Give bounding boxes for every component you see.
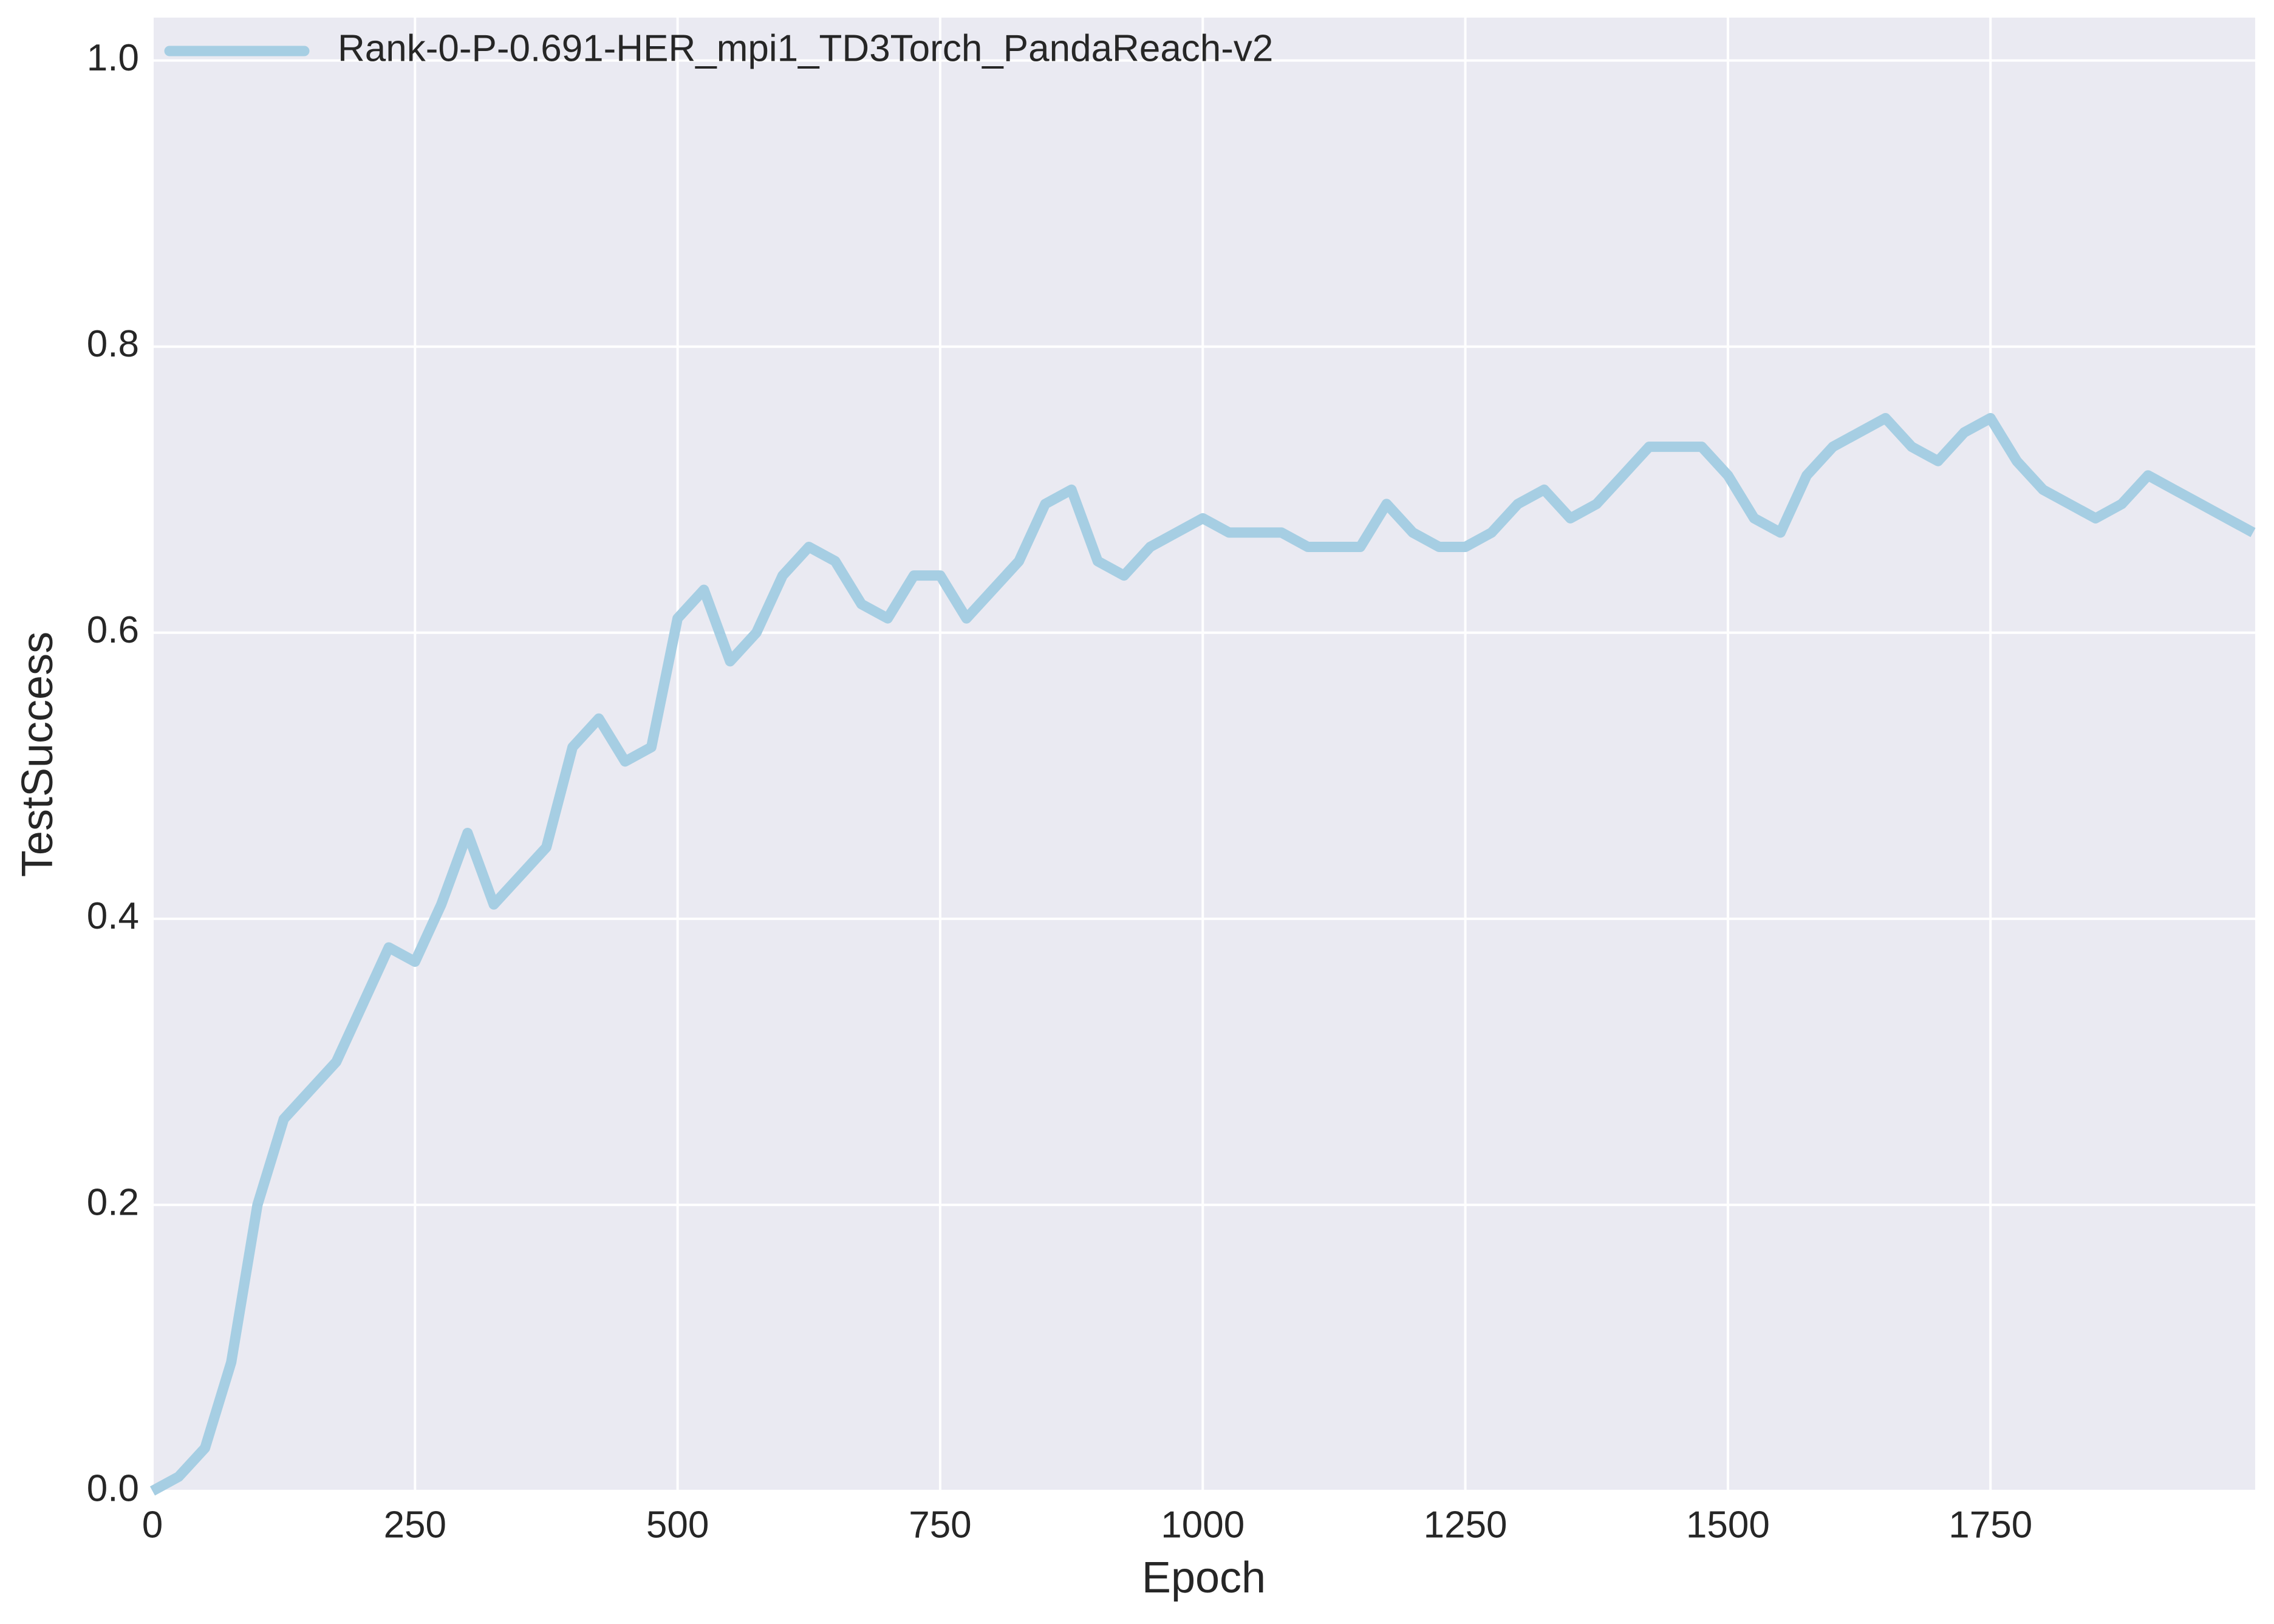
x-tick-label: 0 [142,1504,163,1546]
legend-label: Rank-0-P-0.691-HER_mpi1_TD3Torch_PandaRe… [338,27,1273,69]
y-tick-label: 0.2 [87,1181,139,1223]
y-axis-label: TestSuccess [13,632,62,877]
x-tick-label: 1000 [1161,1504,1245,1546]
x-tick-label: 750 [909,1504,971,1546]
x-tick-label: 1750 [1948,1504,2032,1546]
y-tick-label: 1.0 [87,37,139,79]
y-tick-label: 0.0 [87,1467,139,1509]
y-tick-label: 0.6 [87,609,139,651]
x-tick-label: 500 [646,1504,709,1546]
x-tick-label: 1250 [1424,1504,1507,1546]
y-tick-label: 0.8 [87,323,139,365]
line-series [149,413,2256,1496]
y-tick-label: 0.4 [87,895,139,937]
x-axis-label: Epoch [1142,1554,1266,1602]
x-tick-label: 250 [384,1504,446,1546]
x-tick-label: 1500 [1686,1504,1770,1546]
